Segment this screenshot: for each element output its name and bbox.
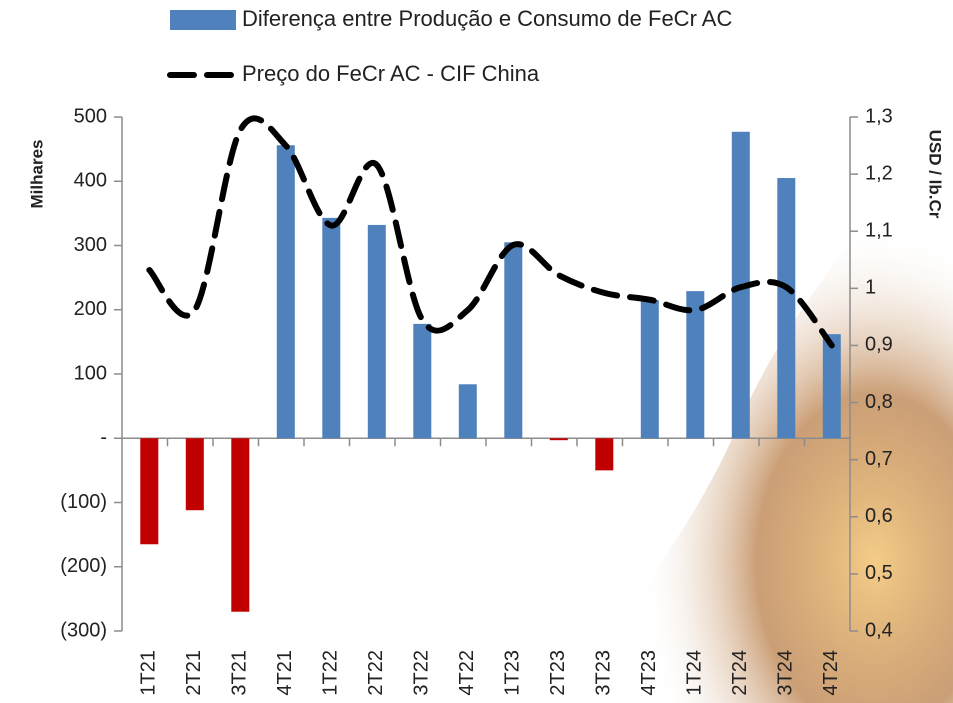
y-tick-label: 300 xyxy=(74,234,107,256)
x-tick-label: 3T22 xyxy=(411,650,433,696)
y2-tick-label: 1 xyxy=(865,277,876,299)
x-tick-label: 4T22 xyxy=(456,650,478,696)
x-tick-label: 1T23 xyxy=(502,650,524,696)
x-tick-label: 3T21 xyxy=(229,650,251,696)
legend-swatch xyxy=(170,10,236,30)
y2-tick-label: 1,3 xyxy=(865,105,893,127)
bar xyxy=(823,334,841,438)
y-tick-label: (100) xyxy=(60,491,107,513)
y2-tick-label: 0,6 xyxy=(865,505,893,527)
y-tick-label: 400 xyxy=(74,170,107,192)
y2-tick-label: 0,5 xyxy=(865,562,893,584)
bar xyxy=(550,438,568,440)
bar xyxy=(504,242,522,438)
bar xyxy=(777,178,795,438)
x-tick-label: 2T22 xyxy=(365,650,387,696)
y-tick-label: 100 xyxy=(74,362,107,384)
y2-tick-label: 0,7 xyxy=(865,448,893,470)
bar xyxy=(641,300,659,438)
y2-tick-label: 1,2 xyxy=(865,162,893,184)
y2-tick-label: 1,1 xyxy=(865,220,893,242)
price-line xyxy=(149,118,832,345)
y2-tick-label: 0,9 xyxy=(865,334,893,356)
x-tick-label: 3T24 xyxy=(775,650,797,696)
bar xyxy=(322,218,340,438)
x-tick-label: 2T21 xyxy=(183,650,205,696)
background-decoration xyxy=(560,140,953,703)
chart: Milhares USD / lb.Cr (300) (200) (100) - 100… xyxy=(0,0,953,703)
x-tick-label: 4T23 xyxy=(638,650,660,696)
x-tick-label: 4T21 xyxy=(274,650,296,696)
y-tick-label: - xyxy=(100,427,107,449)
legend-label: Preço do FeCr AC - CIF China xyxy=(242,61,540,86)
bar xyxy=(186,438,204,510)
x-tick-label: 4T24 xyxy=(820,650,842,696)
legend-label: Diferença entre Produção e Consumo de Fe… xyxy=(242,6,732,31)
y-axis-title: Milhares xyxy=(27,140,46,209)
y2-tick-label: 0,4 xyxy=(865,619,893,641)
bar xyxy=(277,145,295,438)
x-tick-label: 1T21 xyxy=(138,650,160,696)
y2-tick-label: 0,8 xyxy=(865,391,893,413)
bar xyxy=(231,438,249,611)
bar xyxy=(140,438,158,544)
y-tick-label: 500 xyxy=(74,105,107,127)
bar xyxy=(595,438,613,470)
x-tick-label: 1T22 xyxy=(320,650,342,696)
x-tick-label: 1T24 xyxy=(684,650,706,696)
y-tick-label: 200 xyxy=(74,298,107,320)
x-tick-label: 2T24 xyxy=(729,650,751,696)
bar xyxy=(459,384,477,438)
y2-axis-title: USD / lb.Cr xyxy=(926,130,945,219)
y-tick-label: (300) xyxy=(60,619,107,641)
bar xyxy=(413,324,431,438)
x-tick-label: 3T23 xyxy=(593,650,615,696)
x-tick-label: 2T23 xyxy=(547,650,569,696)
bar xyxy=(368,225,386,438)
y-tick-label: (200) xyxy=(60,555,107,577)
